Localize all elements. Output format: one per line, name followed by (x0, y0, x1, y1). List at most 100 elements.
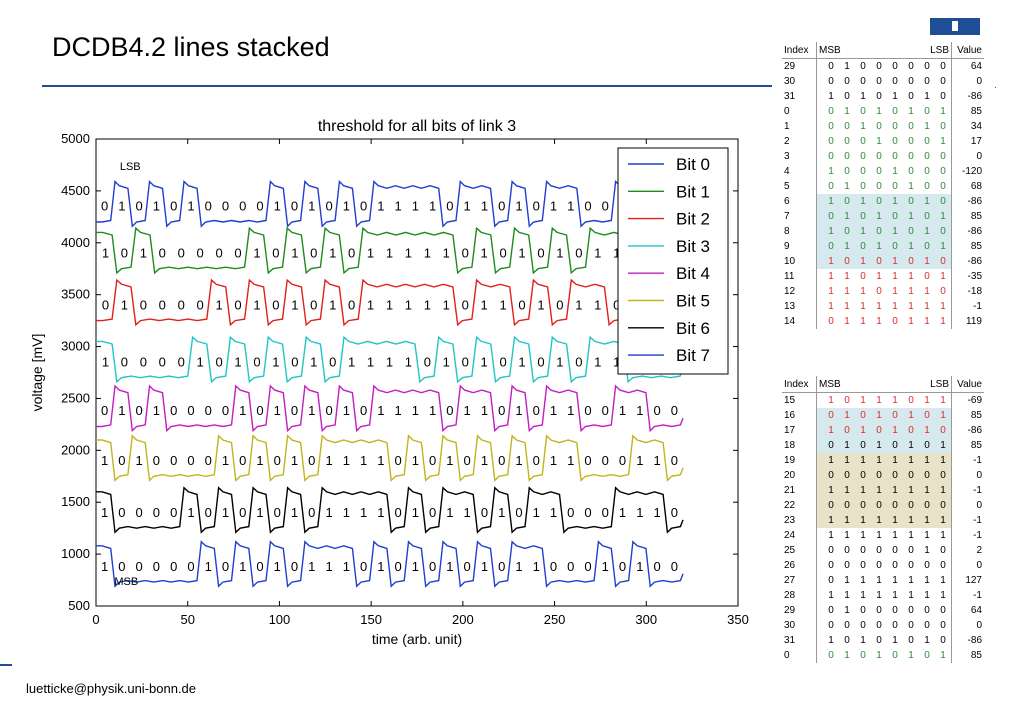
row-index: 13 (782, 299, 817, 314)
bit-cell: 0 (903, 498, 919, 513)
bit-value-label: 1 (386, 245, 393, 260)
bit-value-label: 1 (481, 453, 488, 468)
row-index: 4 (782, 164, 817, 179)
bit-cell: 1 (823, 483, 839, 498)
university-logo (930, 18, 980, 35)
bit-value-label: 1 (222, 453, 229, 468)
bit-value-label: 0 (310, 245, 317, 260)
bit-cell: 1 (924, 395, 930, 406)
bit-cell: 0 (855, 498, 871, 513)
bit-cell: 0 (940, 76, 946, 87)
bit-cell: 0 (855, 468, 871, 483)
bit-value-label: 1 (308, 559, 315, 574)
table-row: 12 1 1 1 0 1 1 1 0 -18 (782, 284, 984, 299)
y-tick-label: 3500 (61, 287, 90, 302)
logo-mark-icon (952, 21, 958, 31)
bit-value-label: 0 (602, 403, 609, 418)
bit-cell: 1 (839, 209, 855, 224)
bit-value-label: 0 (170, 505, 177, 520)
bit-cell: 1 (844, 181, 850, 192)
bit-cell: 0 (924, 620, 930, 631)
bit-cell: 1 (935, 453, 952, 468)
bit-value-label: 1 (377, 403, 384, 418)
table-row: 16 0 1 0 1 0 1 0 1 85 (782, 408, 984, 423)
bit-value-label: 1 (348, 354, 355, 369)
row-index: 0 (782, 648, 817, 663)
bit-cell: 1 (908, 650, 914, 661)
bit-cell: 1 (919, 513, 935, 528)
bit-value-label: 1 (308, 403, 315, 418)
bit-value-label: 1 (575, 297, 582, 312)
bit-cell: 1 (908, 530, 914, 541)
bit-value-label: 1 (464, 403, 471, 418)
bit-value-label: 1 (550, 505, 557, 520)
bit-cell: 0 (828, 151, 834, 162)
bit-cell: 0 (892, 61, 898, 72)
bit-cell: 1 (892, 635, 898, 646)
row-spacer (816, 453, 823, 468)
bit-cell: 0 (860, 620, 866, 631)
bit-value-label: 1 (239, 403, 246, 418)
row-value: 0 (951, 618, 984, 633)
bit-value-label: 0 (518, 297, 525, 312)
bit-value-label: 1 (291, 245, 298, 260)
row-index: 31 (782, 633, 817, 648)
header-msb: MSB (816, 42, 887, 59)
legend-label: Bit 3 (676, 237, 710, 256)
y-tick-label: 5000 (61, 131, 90, 146)
row-spacer (816, 498, 823, 513)
bit-value-label: 0 (653, 559, 660, 574)
table-row: 6 1 0 1 0 1 0 1 0 -86 (782, 194, 984, 209)
bit-cell: 0 (828, 106, 834, 117)
annotation-lsb: LSB (120, 161, 141, 173)
bit-value-label: 0 (671, 453, 678, 468)
row-spacer (816, 224, 823, 239)
bit-value-label: 1 (515, 453, 522, 468)
bit-cell: 1 (876, 301, 882, 312)
bit-cell: 1 (876, 316, 882, 327)
bit-value-label: 1 (537, 297, 544, 312)
bit-value-label: 1 (567, 199, 574, 214)
bit-value-label: 0 (481, 505, 488, 520)
bit-value-label: 1 (239, 559, 246, 574)
bit-cell: 0 (908, 121, 914, 132)
row-value: 85 (951, 104, 984, 119)
bit-value-label: 0 (136, 403, 143, 418)
bit-value-label: 0 (101, 199, 108, 214)
bit-value-label: 1 (550, 403, 557, 418)
bit-value-label: 1 (102, 245, 109, 260)
table-row: 1 0 0 1 0 0 0 1 0 34 (782, 119, 984, 134)
bit-value-label: 0 (671, 505, 678, 520)
bit-cell: 1 (903, 239, 919, 254)
table-row: 9 0 1 0 1 0 1 0 1 85 (782, 239, 984, 254)
bit-cell: 1 (919, 254, 935, 269)
bit-cell: 0 (919, 209, 935, 224)
row-spacer (816, 423, 823, 438)
bit-value-label: 0 (153, 505, 160, 520)
bit-value-label: 1 (412, 453, 419, 468)
legend-label: Bit 2 (676, 210, 710, 229)
bit-value-label: 1 (101, 559, 108, 574)
bit-cell: 1 (908, 575, 914, 586)
table-row: 29 0 1 0 0 0 0 0 0 64 (782, 58, 984, 74)
row-spacer (816, 468, 823, 483)
series-line-bit-0 (96, 179, 684, 228)
bit-cell: 0 (844, 136, 850, 147)
bit-value-label: 0 (291, 559, 298, 574)
table-row: 25 0 0 0 0 0 0 1 0 2 (782, 543, 984, 558)
bit-cell: 1 (940, 136, 946, 147)
bit-cell: 1 (924, 590, 930, 601)
bit-cell: 0 (924, 136, 930, 147)
bit-cell: 0 (876, 635, 882, 646)
bit-cell: 1 (839, 483, 855, 498)
row-index: 30 (782, 618, 817, 633)
bit-cell: 0 (892, 545, 898, 556)
bit-cell: 0 (844, 76, 850, 87)
table-row: 2 0 0 0 1 0 0 0 1 17 (782, 134, 984, 149)
table-row: 31 1 0 1 0 1 0 1 0 -86 (782, 633, 984, 648)
bit-cell: 1 (903, 438, 919, 453)
bit-value-label: 0 (360, 403, 367, 418)
bit-value-label: 1 (518, 245, 525, 260)
bit-value-label: 0 (197, 297, 204, 312)
legend-label: Bit 4 (676, 264, 710, 283)
